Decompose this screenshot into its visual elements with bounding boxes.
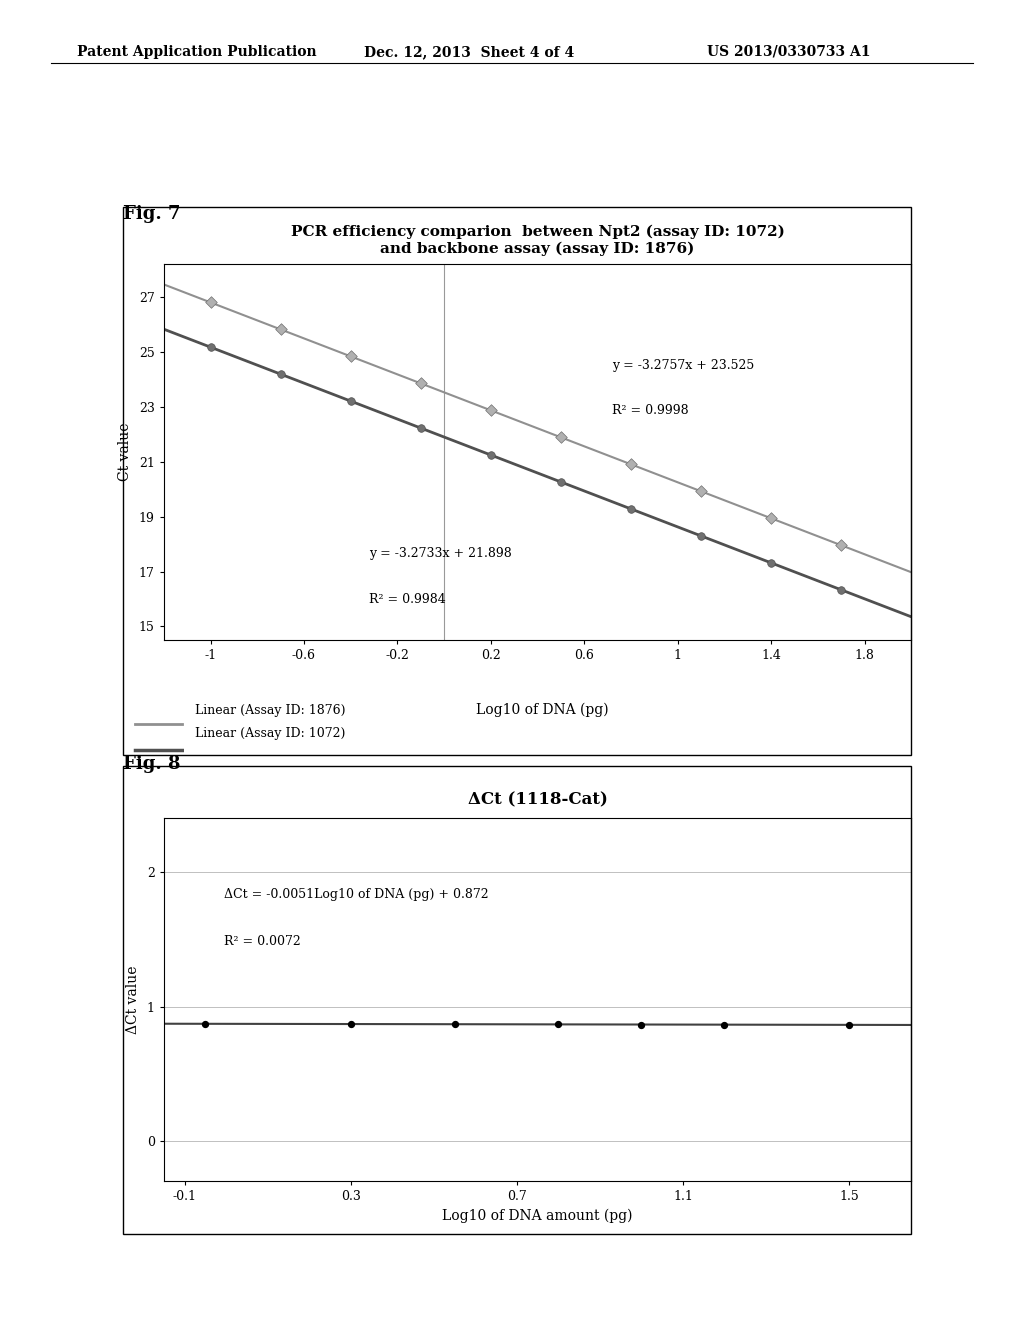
Point <box>834 535 850 556</box>
Point <box>693 480 710 502</box>
Text: ΔCt = -0.0051Log10 of DNA (pg) + 0.872: ΔCt = -0.0051Log10 of DNA (pg) + 0.872 <box>223 888 488 902</box>
Point <box>413 372 429 393</box>
Title: ΔCt (1118-Cat): ΔCt (1118-Cat) <box>468 792 607 809</box>
Point <box>446 1014 463 1035</box>
Point <box>841 1014 857 1035</box>
Point <box>272 319 289 341</box>
Title: PCR efficiency comparion  between Npt2 (assay ID: 1072)
and backbone assay (assa: PCR efficiency comparion between Npt2 (a… <box>291 224 784 256</box>
Point <box>693 525 710 546</box>
Text: R² = 0.9998: R² = 0.9998 <box>612 404 689 417</box>
Point <box>553 471 569 492</box>
Text: Dec. 12, 2013  Sheet 4 of 4: Dec. 12, 2013 Sheet 4 of 4 <box>364 45 573 59</box>
Text: Fig. 7: Fig. 7 <box>123 205 180 223</box>
Point <box>834 579 850 601</box>
Point <box>272 363 289 384</box>
Point <box>203 337 219 358</box>
Point <box>482 445 499 466</box>
Text: Fig. 8: Fig. 8 <box>123 755 180 774</box>
Point <box>342 346 358 367</box>
Point <box>633 1014 649 1035</box>
Point <box>203 292 219 313</box>
Point <box>623 454 639 475</box>
Text: US 2013/0330733 A1: US 2013/0330733 A1 <box>707 45 870 59</box>
Point <box>623 499 639 520</box>
Point <box>763 552 779 573</box>
Text: Linear (Assay ID: 1876): Linear (Assay ID: 1876) <box>195 704 345 717</box>
Point <box>342 1014 358 1035</box>
Text: Linear (Assay ID: 1072): Linear (Assay ID: 1072) <box>195 727 345 741</box>
Point <box>763 508 779 529</box>
Text: y = -3.2757x + 23.525: y = -3.2757x + 23.525 <box>612 359 755 372</box>
Y-axis label: ΔCt value: ΔCt value <box>126 966 140 1034</box>
Point <box>550 1014 566 1035</box>
Point <box>342 391 358 412</box>
Text: Log10 of DNA (pg): Log10 of DNA (pg) <box>476 704 609 717</box>
Point <box>413 417 429 438</box>
Y-axis label: Ct value: Ct value <box>118 422 132 482</box>
Point <box>482 400 499 421</box>
Text: R² = 0.9984: R² = 0.9984 <box>370 593 446 606</box>
Text: R² = 0.0072: R² = 0.0072 <box>223 936 300 949</box>
Point <box>553 426 569 447</box>
X-axis label: Log10 of DNA amount (pg): Log10 of DNA amount (pg) <box>442 1209 633 1224</box>
Text: y = -3.2733x + 21.898: y = -3.2733x + 21.898 <box>370 548 512 561</box>
Point <box>717 1014 733 1035</box>
Point <box>198 1014 214 1035</box>
Text: Patent Application Publication: Patent Application Publication <box>77 45 316 59</box>
